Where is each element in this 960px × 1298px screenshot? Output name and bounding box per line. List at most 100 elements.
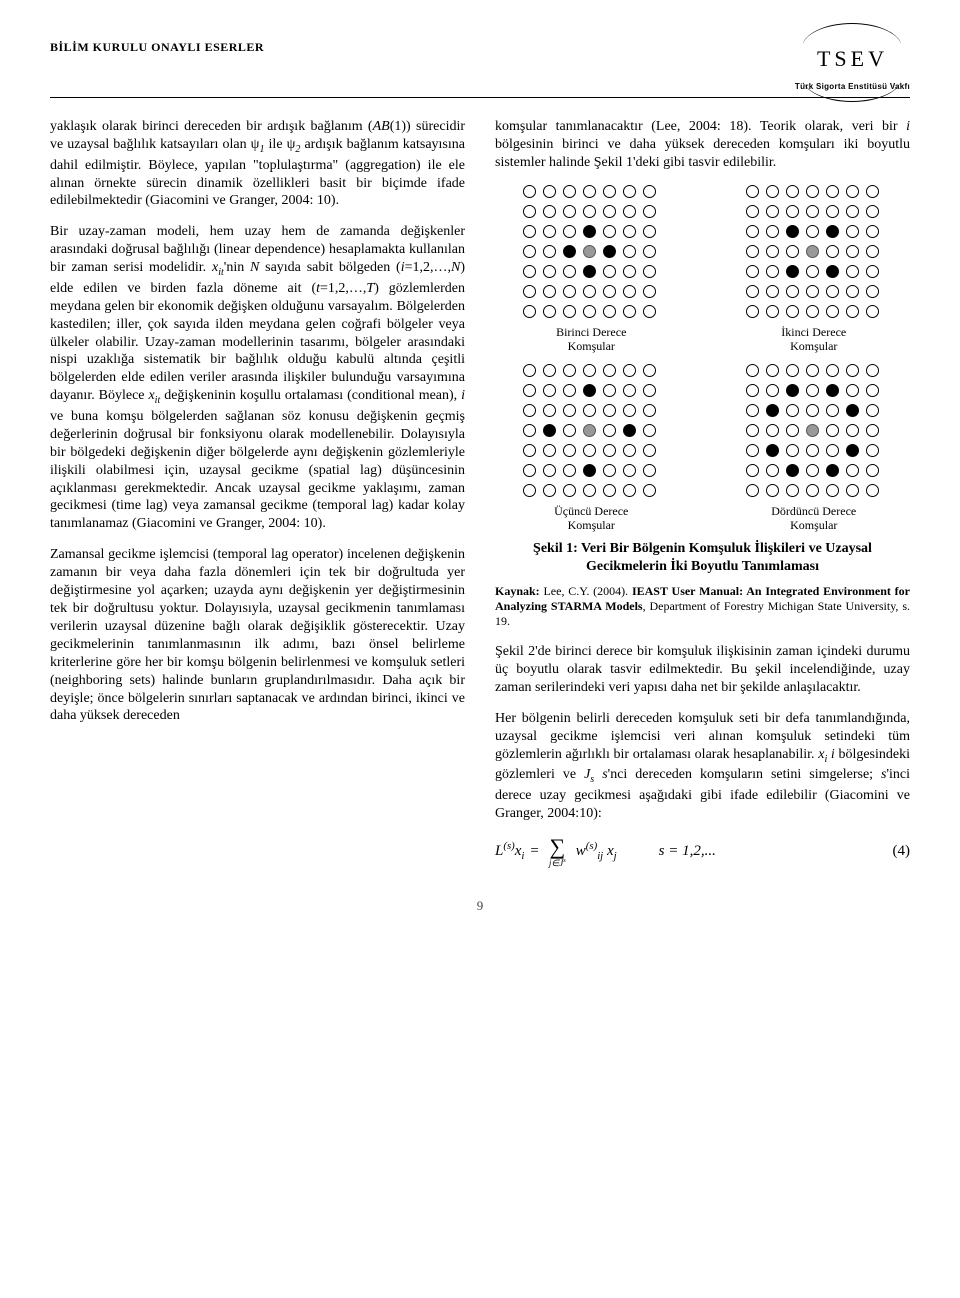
dot-cell [603,444,616,457]
dot-cell [846,265,859,278]
dot-cell [623,285,636,298]
dot-cell [643,185,656,198]
dot-cell [746,305,759,318]
dot-cell [563,364,576,377]
dot-cell [806,404,819,417]
dot-cell [523,305,536,318]
dot-cell [523,424,536,437]
dot-cell [523,245,536,258]
dot-cell [786,245,799,258]
dot-cell [543,245,556,258]
dot-cell [786,424,799,437]
dot-cell [563,265,576,278]
dot-cell [523,285,536,298]
dot-cell [543,424,556,437]
dot-cell [866,424,879,437]
dot-cell [746,245,759,258]
dot-cell [523,364,536,377]
dot-cell [866,305,879,318]
dot-cell [806,245,819,258]
dot-cell [786,484,799,497]
two-column-body: yaklaşık olarak birinci dereceden bir ar… [50,118,910,868]
dot-cell [866,384,879,397]
dot-cell [583,404,596,417]
dot-cell [563,225,576,238]
dot-cell [583,205,596,218]
dot-cell [603,225,616,238]
dot-cell [806,424,819,437]
dot-cell [786,285,799,298]
dot-cell [643,484,656,497]
dot-cell [623,384,636,397]
dot-cell [583,484,596,497]
dot-cell [603,364,616,377]
dot-cell [766,484,779,497]
dot-cell [623,185,636,198]
dot-cell [766,424,779,437]
dot-cell [746,384,759,397]
dot-cell [523,265,536,278]
dot-cell [826,364,839,377]
dot-cell [826,404,839,417]
dot-cell [523,404,536,417]
dot-cell [563,444,576,457]
dot-cell [603,404,616,417]
dot-cell [746,364,759,377]
dot-cell [846,305,859,318]
dot-grid-4 [746,364,882,500]
dot-cell [766,185,779,198]
dot-cell [643,384,656,397]
dot-cell [866,245,879,258]
dot-cell [623,205,636,218]
dot-cell [563,285,576,298]
dot-cell [583,305,596,318]
dot-cell [543,285,556,298]
dot-cell [786,185,799,198]
dot-cell [846,285,859,298]
dot-cell [746,185,759,198]
dot-cell [543,265,556,278]
dot-cell [563,484,576,497]
dot-grid-1 [523,185,659,321]
dot-cell [746,265,759,278]
dot-cell [523,484,536,497]
right-para-1: komşular tanımlanacaktır (Lee, 2004: 18)… [495,118,910,172]
dot-cell [746,205,759,218]
equation-4: L(s)xi = ∑ j∈Js w(s)ij xj s = 1,2,... (4… [495,836,910,868]
dot-cell [866,464,879,477]
dot-cell [866,364,879,377]
dot-cell [846,364,859,377]
dot-cell [583,285,596,298]
dot-cell [866,484,879,497]
dot-cell [543,464,556,477]
dot-cell [806,225,819,238]
dot-cell [603,265,616,278]
page-header: BİLİM KURULU ONAYLI ESERLER TSEV Türk Si… [50,40,910,98]
dot-cell [623,444,636,457]
dot-cell [603,464,616,477]
grid-1-caption: Birinci DereceKomşular [523,325,659,354]
logo-block: TSEV Türk Sigorta Enstitüsü Vakfı [795,40,910,91]
dot-cell [806,205,819,218]
summation-icon: ∑ j∈Js [549,836,566,868]
dot-cell [846,225,859,238]
dot-cell [623,404,636,417]
dot-cell [523,444,536,457]
figure-source: Kaynak: Lee, C.Y. (2004). IEAST User Man… [495,584,910,629]
dot-cell [643,245,656,258]
dot-cell [846,205,859,218]
dot-cell [846,185,859,198]
dot-cell [523,205,536,218]
dot-cell [746,404,759,417]
left-para-1: yaklaşık olarak birinci dereceden bir ar… [50,118,465,210]
dot-cell [846,484,859,497]
dot-cell [806,384,819,397]
dot-cell [746,285,759,298]
dot-cell [603,285,616,298]
dot-cell [623,305,636,318]
dot-cell [786,464,799,477]
dot-cell [846,245,859,258]
grid-1: Birinci DereceKomşular [523,185,659,354]
dot-cell [623,464,636,477]
dot-grid-2 [746,185,882,321]
